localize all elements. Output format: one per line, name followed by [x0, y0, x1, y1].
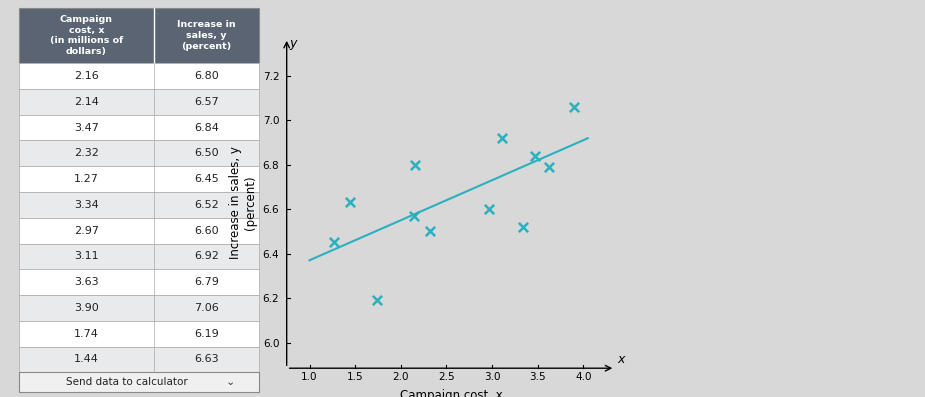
Bar — [18, 218, 259, 243]
Bar — [18, 63, 259, 89]
Point — [408, 162, 423, 168]
Bar — [18, 89, 259, 115]
Point — [342, 199, 357, 206]
Text: 6.84: 6.84 — [194, 123, 219, 133]
Text: 2.97: 2.97 — [74, 225, 99, 236]
Text: 6.79: 6.79 — [194, 277, 219, 287]
Text: 6.92: 6.92 — [194, 251, 219, 261]
Bar — [18, 295, 259, 321]
Point — [495, 135, 510, 141]
Bar — [18, 166, 259, 192]
Text: 2.32: 2.32 — [74, 148, 99, 158]
Bar — [18, 321, 259, 347]
Text: 6.52: 6.52 — [194, 200, 219, 210]
Bar — [18, 372, 259, 391]
Text: Campaign
cost, x
(in millions of
dollars): Campaign cost, x (in millions of dollars… — [50, 15, 123, 56]
Point — [567, 104, 582, 110]
Text: 1.27: 1.27 — [74, 174, 99, 184]
Point — [515, 224, 530, 230]
Bar — [18, 8, 259, 63]
Text: 3.63: 3.63 — [74, 277, 99, 287]
Text: 2.14: 2.14 — [74, 97, 99, 107]
Point — [327, 239, 341, 246]
Point — [527, 152, 542, 159]
Text: $x$: $x$ — [617, 353, 627, 366]
Text: 6.45: 6.45 — [194, 174, 219, 184]
Text: 7.06: 7.06 — [194, 303, 219, 313]
Point — [370, 297, 385, 303]
Text: $y$: $y$ — [289, 38, 299, 52]
Text: ⌄: ⌄ — [226, 377, 235, 387]
Text: 3.34: 3.34 — [74, 200, 99, 210]
Text: 6.63: 6.63 — [194, 355, 219, 364]
Text: 6.50: 6.50 — [194, 148, 219, 158]
Text: Send data to calculator: Send data to calculator — [66, 377, 188, 387]
Text: 2.16: 2.16 — [74, 71, 99, 81]
Bar — [18, 192, 259, 218]
Bar — [18, 347, 259, 372]
Bar — [18, 269, 259, 295]
Point — [423, 228, 438, 235]
Text: Increase in
sales, y
(percent): Increase in sales, y (percent) — [178, 20, 236, 51]
Point — [482, 206, 497, 212]
Y-axis label: Increase in sales, y
(percent): Increase in sales, y (percent) — [229, 146, 257, 259]
Bar — [18, 115, 259, 141]
Bar — [18, 141, 259, 166]
Text: 1.74: 1.74 — [74, 329, 99, 339]
Text: 6.19: 6.19 — [194, 329, 219, 339]
Text: 3.47: 3.47 — [74, 123, 99, 133]
Text: 3.90: 3.90 — [74, 303, 99, 313]
Point — [542, 164, 557, 170]
Text: 3.11: 3.11 — [74, 251, 99, 261]
Text: 6.60: 6.60 — [194, 225, 219, 236]
Text: 6.80: 6.80 — [194, 71, 219, 81]
X-axis label: Campaign cost, x
(in millions of dollars): Campaign cost, x (in millions of dollars… — [387, 389, 515, 397]
Text: 6.57: 6.57 — [194, 97, 219, 107]
Point — [406, 213, 421, 219]
Bar — [18, 243, 259, 269]
Text: 1.44: 1.44 — [74, 355, 99, 364]
